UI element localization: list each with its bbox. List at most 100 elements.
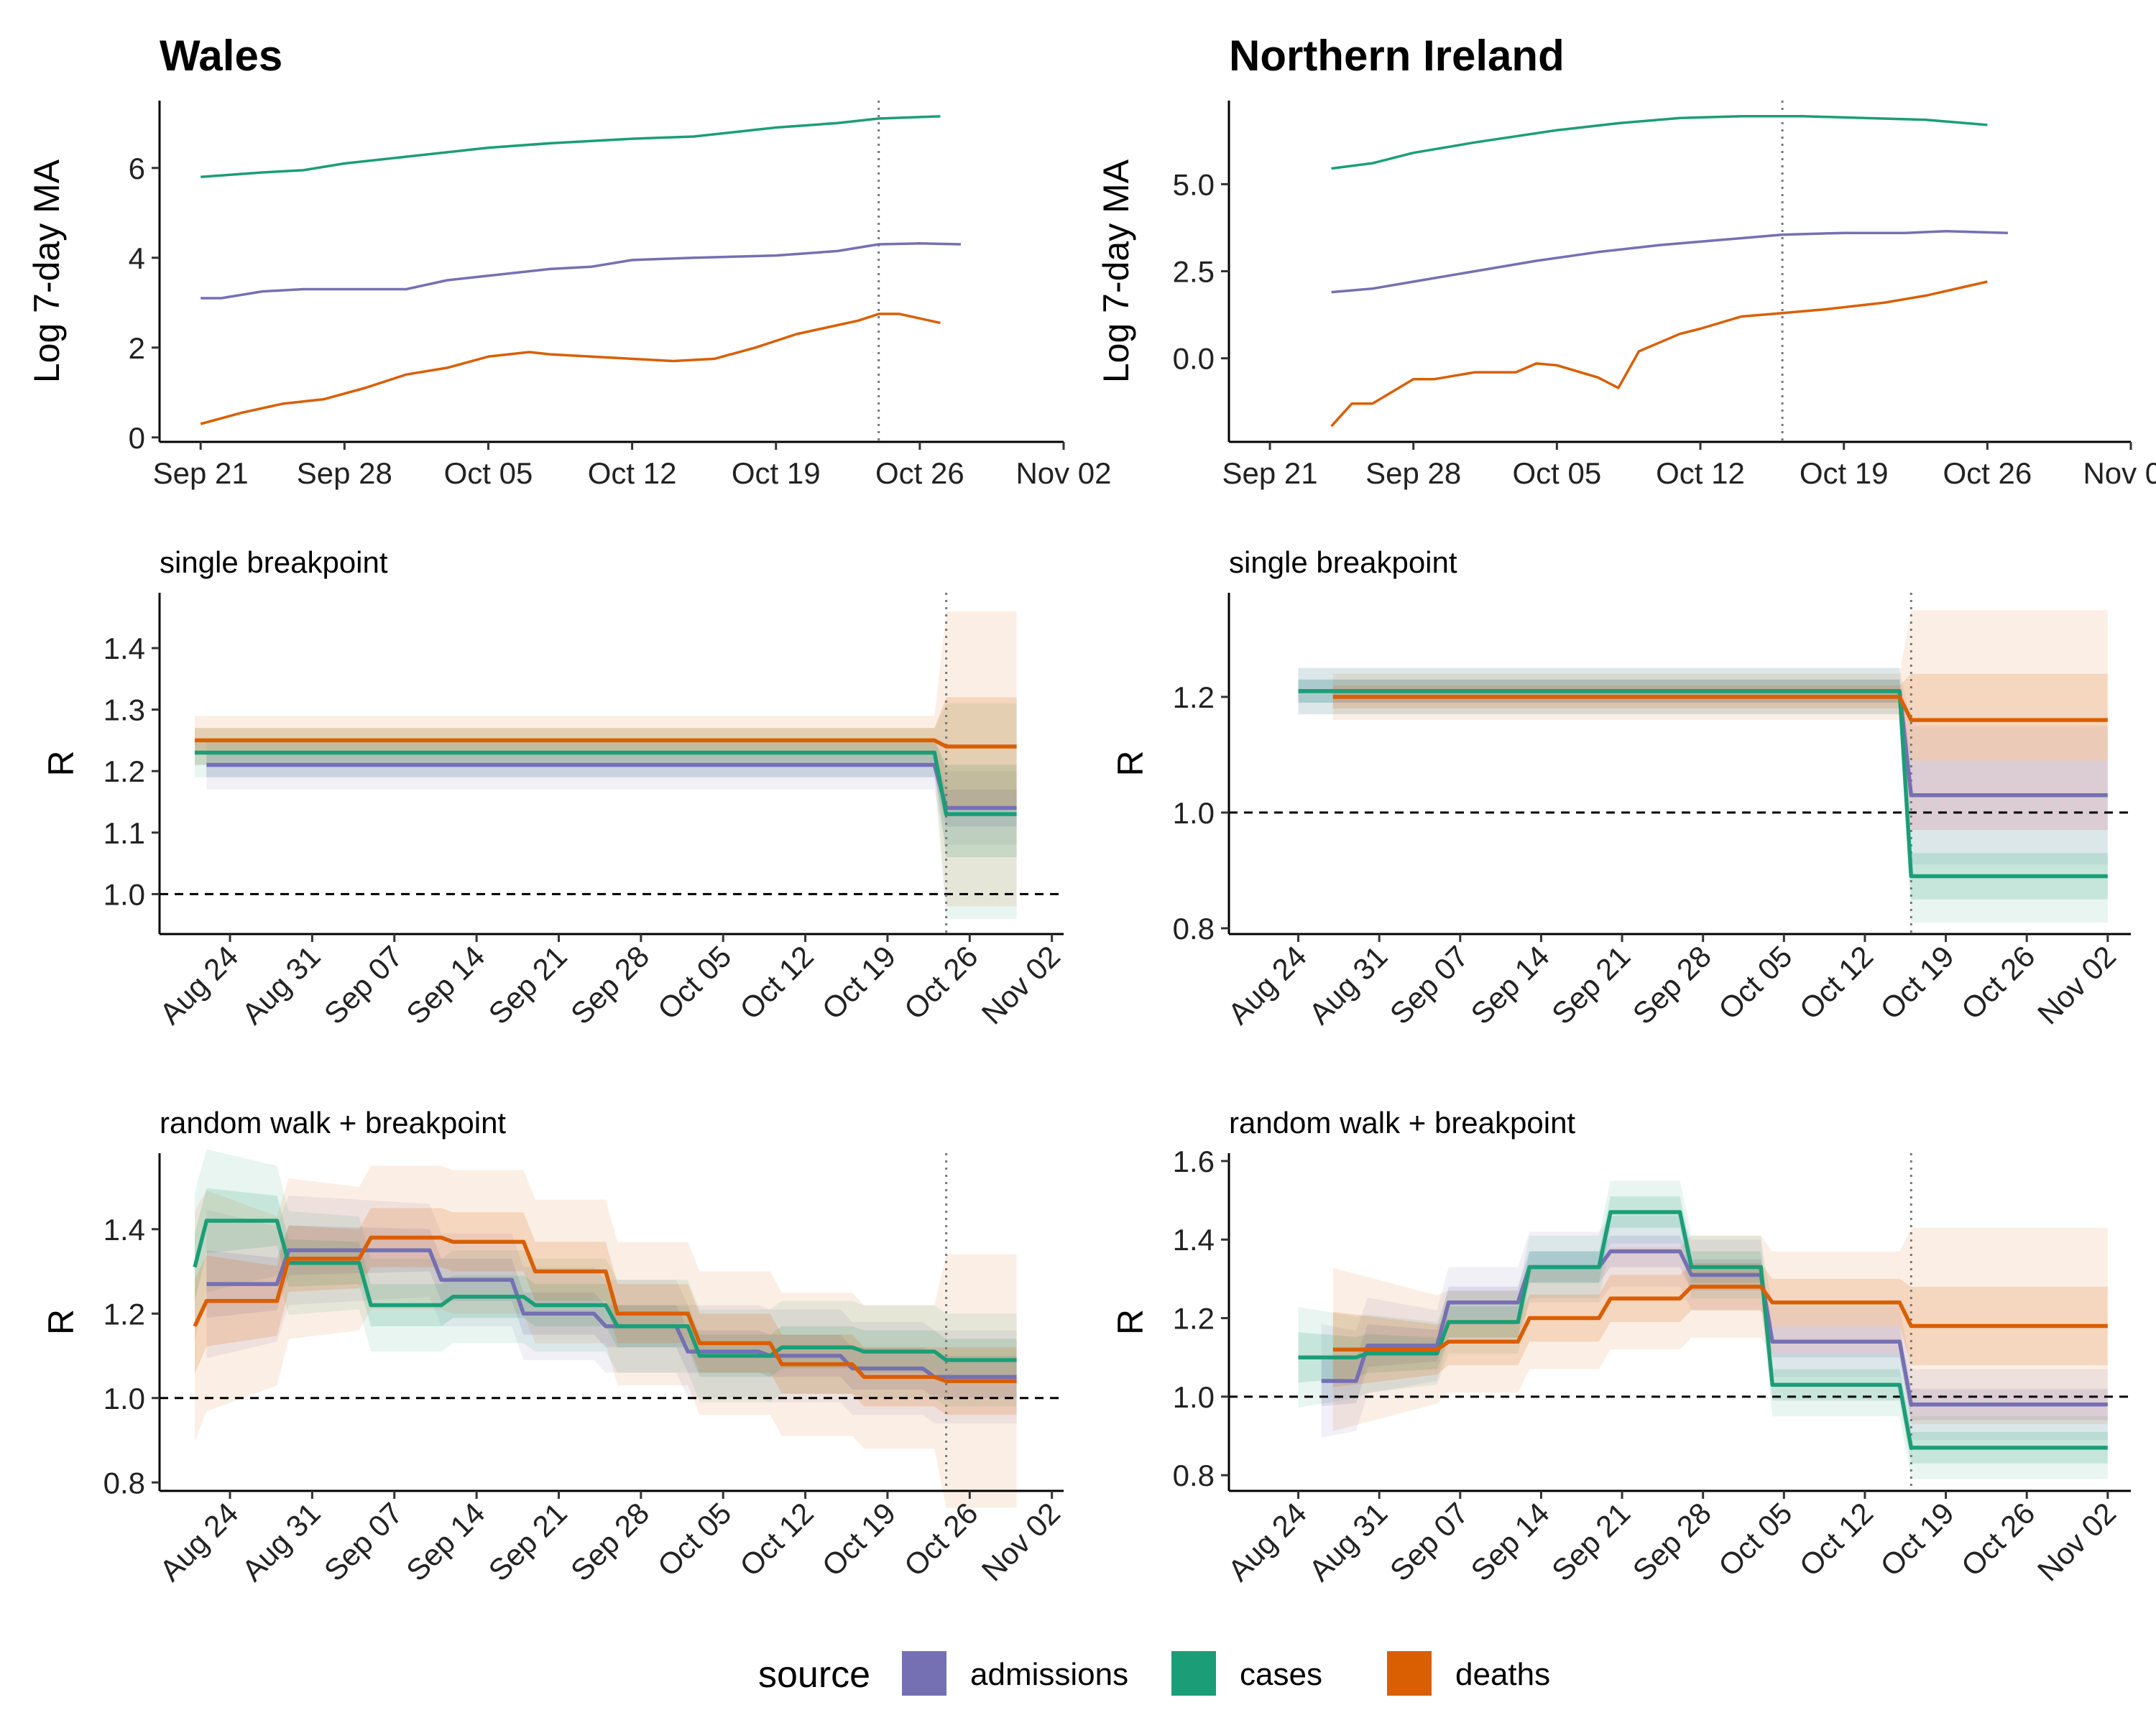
x-tick-label: Oct 19 [816, 1496, 903, 1583]
x-tick-label: Nov 02 [975, 939, 1067, 1030]
x-tick-label: Oct 26 [898, 1496, 985, 1583]
band-cases [1298, 667, 2108, 923]
x-tick-label: Sep 07 [318, 939, 409, 1030]
x-tick-label: Aug 31 [1302, 1496, 1393, 1587]
band-admissions [1298, 667, 2108, 865]
y-tick-label: 1.4 [103, 632, 145, 665]
band-cases [195, 703, 1017, 919]
x-tick-label: Oct 19 [1800, 456, 1889, 490]
x-tick-label: Oct 12 [733, 939, 820, 1026]
series-line-cases [195, 750, 1017, 816]
x-tick-label: Oct 26 [898, 939, 985, 1026]
x-tick-label: Sep 21 [1222, 456, 1317, 490]
x-tick-label: Oct 12 [1656, 456, 1745, 490]
x-tick-label: Aug 24 [1222, 1496, 1313, 1587]
x-tick-label: Oct 26 [1943, 456, 2032, 490]
x-tick-label: Nov 02 [1015, 456, 1111, 490]
x-tick-label: Oct 12 [588, 456, 677, 490]
x-tick-label: Oct 26 [875, 456, 964, 490]
x-tick-label: Sep 14 [400, 939, 491, 1030]
y-tick-label: 1.0 [1173, 796, 1215, 830]
y-tick-label: 1.2 [1173, 1302, 1215, 1336]
x-tick-label: Sep 28 [564, 939, 655, 1030]
y-tick-label: 1.0 [103, 1382, 145, 1415]
legend-swatch-admissions [902, 1651, 946, 1696]
x-tick-label: Sep 07 [1383, 939, 1475, 1030]
x-tick-label: Oct 19 [732, 456, 821, 490]
band-admissions [206, 1195, 1017, 1423]
band-admissions [1298, 679, 2108, 831]
x-tick-label: Oct 19 [816, 939, 903, 1026]
x-tick-label: Sep 14 [1464, 939, 1555, 1030]
y-tick-label: 2 [129, 331, 145, 365]
y-tick-label: 0.8 [1173, 1459, 1215, 1492]
x-tick-label: Sep 28 [1365, 456, 1461, 490]
y-tick-label: 4 [129, 241, 145, 275]
x-tick-label: Oct 05 [1712, 1496, 1799, 1583]
x-tick-label: Oct 12 [733, 1496, 820, 1583]
x-tick-label: Sep 21 [482, 939, 573, 1030]
y-axis-label: R [41, 750, 81, 776]
y-tick-label: 1.4 [103, 1213, 145, 1247]
series-line-cases [1298, 1210, 2108, 1450]
panel-title: Northern Ireland [1229, 32, 1565, 80]
x-tick-label: Sep 28 [1626, 1496, 1718, 1587]
band-admissions [206, 752, 1017, 827]
panel-subtitle: random walk + breakpoint [1229, 1106, 1575, 1140]
legend-label-admissions: admissions [970, 1657, 1128, 1692]
x-tick-label: Oct 05 [444, 456, 533, 490]
panel-ni-log: Northern Ireland 0.0 2.5 5.0 Log 7-day MA Sep… [1096, 32, 2156, 490]
x-tick-label: Sep 21 [153, 456, 249, 490]
y-axis-label: R [1110, 1309, 1151, 1335]
x-tick-label: Nov 02 [2031, 1496, 2122, 1587]
series-line-deaths [1332, 1285, 2108, 1352]
series-line-deaths [193, 1235, 1017, 1384]
x-tick-label: Nov 02 [2031, 939, 2122, 1030]
y-tick-label: 1.2 [103, 754, 145, 788]
x-tick-label: Oct 26 [1955, 1496, 2042, 1583]
x-tick-label: Sep 28 [564, 1496, 655, 1587]
series-line-cases [1331, 115, 1988, 170]
x-tick-label: Oct 05 [651, 1496, 738, 1583]
series-line-cases [193, 1219, 1017, 1362]
y-axis-label: R [1110, 750, 1151, 776]
legend-swatch-deaths [1387, 1651, 1432, 1696]
x-tick-label: Aug 24 [153, 1496, 244, 1587]
series-line-deaths [1332, 695, 2108, 722]
y-tick-label: 0 [129, 421, 145, 455]
series-line-cases [1298, 689, 2108, 879]
series-line-admissions [1321, 1249, 2108, 1407]
band-cases [195, 1188, 1017, 1382]
x-tick-label: Sep 28 [297, 456, 392, 490]
y-tick-label: 1.2 [103, 1297, 145, 1331]
band-deaths [1332, 610, 2108, 831]
x-tick-label: Oct 19 [1874, 939, 1961, 1026]
series-line-deaths [195, 738, 1017, 749]
legend: source admissions cases deaths [758, 1651, 1550, 1696]
panel-subtitle: random walk + breakpoint [160, 1106, 506, 1140]
y-tick-label: 0.0 [1173, 342, 1215, 376]
x-tick-label: Sep 14 [1464, 1496, 1555, 1587]
band-admissions [1321, 1235, 2108, 1420]
y-tick-label: 0.8 [103, 1466, 145, 1500]
x-tick-label: Sep 21 [1545, 1496, 1636, 1587]
panel-subtitle: single breakpoint [160, 545, 388, 579]
panel-ni-rw: random walk + breakpoint 0.8 1.0 1.2 1.4 1.6 R… [1110, 1106, 2131, 1587]
y-tick-label: 5.0 [1173, 167, 1215, 201]
x-tick-label: Oct 12 [1793, 1496, 1880, 1583]
y-tick-label: 1.3 [103, 693, 145, 727]
x-tick-label: Sep 21 [482, 1496, 573, 1587]
panel-wales-rw: random walk + breakpoint 0.8 1.0 1.2 1.4 R Aug… [41, 1106, 1067, 1587]
x-tick-label: Nov 02 [2083, 456, 2156, 490]
y-axis-label: R [41, 1309, 81, 1335]
x-tick-label: Aug 24 [1222, 939, 1313, 1030]
x-tick-label: Sep 28 [1626, 939, 1718, 1030]
series-line-admissions [201, 242, 962, 300]
y-tick-label: 1.1 [103, 816, 145, 850]
legend-label-cases: cases [1240, 1657, 1322, 1692]
x-tick-label: Oct 19 [1874, 1496, 1961, 1583]
y-axis-label: Log 7-day MA [27, 159, 67, 383]
